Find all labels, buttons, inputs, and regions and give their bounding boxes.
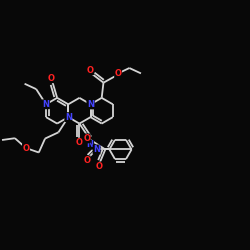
Text: N: N (87, 100, 94, 109)
Text: O: O (83, 156, 90, 165)
Text: N: N (93, 145, 100, 154)
Text: N: N (87, 140, 94, 149)
Text: O: O (114, 69, 121, 78)
Text: O: O (22, 144, 30, 152)
Text: O: O (96, 162, 102, 171)
Text: N: N (87, 100, 94, 109)
Text: O: O (86, 66, 94, 75)
Text: N: N (42, 100, 50, 109)
Text: O: O (48, 74, 54, 83)
Text: O: O (76, 138, 83, 147)
Text: O: O (83, 134, 90, 143)
Text: N: N (65, 113, 72, 122)
